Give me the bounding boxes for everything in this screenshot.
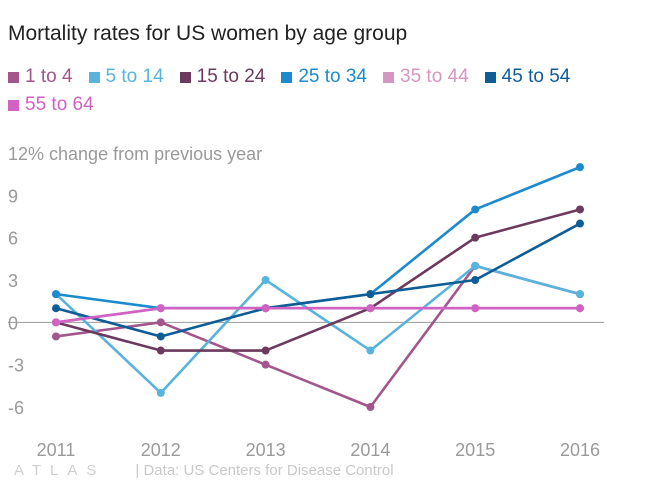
chart-legend: 1 to 4 5 to 14 15 to 24 25 to 34 35 to 44 45 … [8,66,608,116]
data-point [156,346,165,355]
data-point [471,304,480,313]
legend-swatch [8,71,19,83]
data-point [576,304,584,313]
series-line [55,165,581,310]
chart-footer: ATLAS | Data: US Centers for Disease Con… [14,462,394,479]
y-tick-label: 0 [8,313,18,333]
legend-item: 55 to 64 [8,94,94,116]
data-point [52,318,60,327]
data-point [261,304,270,313]
brand-logo: ATLAS [14,462,106,479]
data-point [156,332,165,341]
series-line [55,264,581,409]
data-point [156,318,165,327]
legend-item: 15 to 24 [179,66,266,88]
y-tick-label: 9 [8,186,18,206]
data-point [576,205,584,214]
legend-swatch [88,71,100,83]
x-tick-label: 2016 [560,440,600,460]
legend-label: 55 to 64 [25,94,94,115]
legend-swatch [484,71,496,83]
legend-label: 1 to 4 [25,66,73,87]
legend-item: 35 to 44 [383,66,469,88]
data-point [52,290,60,299]
data-point [261,346,270,355]
data-point [366,346,375,355]
source-note: | Data: US Centers for Disease Control [135,462,394,479]
legend-label: 45 to 54 [501,66,571,87]
x-tick-label: 2012 [141,440,181,460]
y-tick-label: 6 [8,229,18,249]
y-tick-label: 3 [8,271,18,291]
legend-label: 5 to 14 [105,66,164,87]
legend-swatch [179,71,191,83]
x-tick-label: 2015 [455,440,495,460]
data-point [156,388,165,397]
legend-item: 25 to 34 [281,66,367,88]
legend-item: 45 to 54 [484,66,571,88]
data-point [471,261,480,270]
legend-swatch [281,71,293,83]
data-point [576,163,584,172]
data-point [471,205,480,214]
data-point [52,332,60,341]
data-point [576,290,584,299]
data-point [156,304,165,313]
series-line [55,222,581,338]
data-point [366,403,375,411]
data-point [52,304,60,313]
series-line [55,208,581,352]
legend-item: 1 to 4 [8,66,73,88]
data-point [576,219,584,228]
y-tick-label: -3 [8,356,24,376]
legend-label: 35 to 44 [400,66,469,87]
data-point [366,290,375,299]
legend-label: 15 to 24 [196,66,266,87]
legend-swatch [383,71,394,83]
legend-label: 25 to 34 [298,66,367,87]
legend-item: 5 to 14 [88,66,164,88]
series-line [55,306,580,324]
data-point [366,304,375,313]
x-tick-label: 2014 [350,440,390,460]
chart-title: Mortality rates for US women by age grou… [8,22,408,45]
data-point [471,276,480,284]
legend-swatch [8,99,19,111]
data-point [471,233,480,242]
data-point [261,360,270,369]
x-tick-label: 2011 [37,440,76,460]
y-tick-label: -6 [8,398,24,418]
y-axis-top-label: 12% change from previous year [8,144,262,164]
data-point [261,276,270,284]
x-tick-label: 2013 [246,440,286,460]
